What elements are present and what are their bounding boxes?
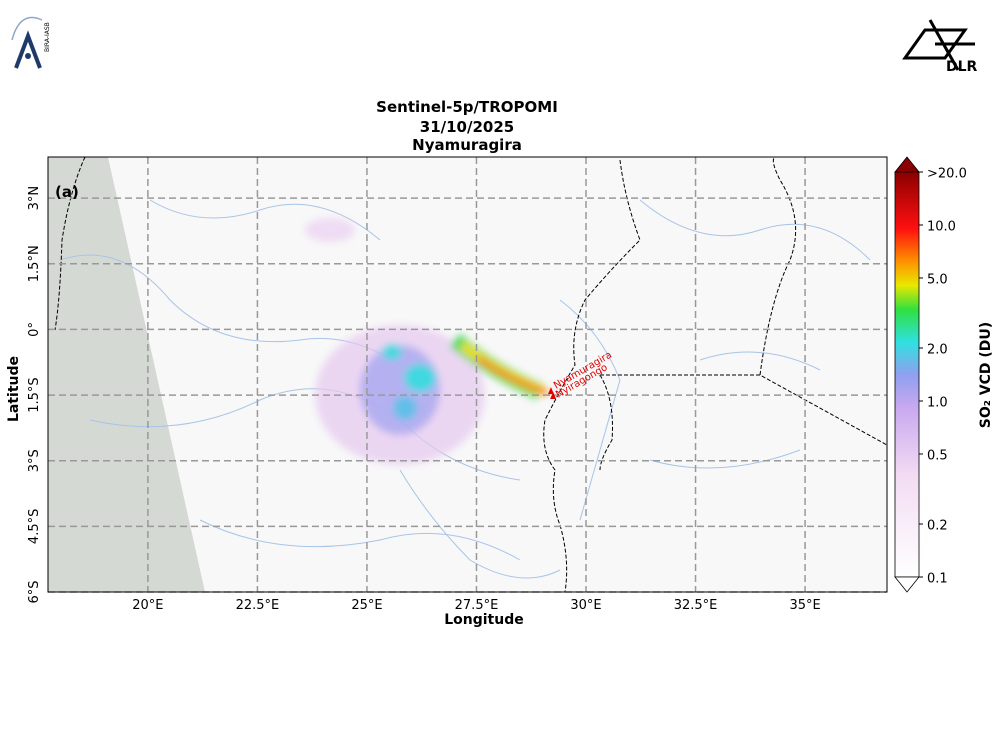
y-tick-label: 3°N [27, 186, 42, 211]
colorbar-tick-label: >20.0 [927, 167, 967, 182]
colorbar [894, 156, 920, 593]
x-axis-label: Longitude [444, 612, 524, 628]
y-tick-label: 1.5°S [27, 377, 42, 412]
logo-left: BIRA-IASB [11, 16, 51, 69]
map-area [48, 157, 887, 592]
panel-label: (a) [55, 183, 79, 201]
colorbar-tick-label: 0.5 [927, 448, 948, 463]
logo-text: BIRA-IASB [44, 22, 51, 52]
colorbar-tick-label: 5.0 [927, 272, 948, 287]
colorbar-tick-label: 1.0 [927, 395, 948, 410]
y-tick-label: 6°S [27, 580, 42, 603]
title: 31/10/2025 [420, 118, 514, 136]
logo-right: DLR [902, 19, 978, 75]
x-tick-label: 27.5°E [455, 598, 499, 613]
x-tick-label: 30°E [570, 598, 601, 613]
colorbar-tick-label: 0.1 [927, 572, 948, 587]
y-axis-label: Latitude [6, 356, 22, 422]
map-frame [47, 156, 888, 593]
x-tick-label: 25°E [351, 598, 382, 613]
x-tick-label: 32.5°E [674, 598, 718, 613]
title: Sentinel-5p/TROPOMI [376, 98, 558, 116]
x-tick-label: 22.5°E [236, 598, 280, 613]
title: Nyamuragira [412, 136, 522, 154]
colorbar-label: SO₂ VCD (DU) [978, 322, 994, 428]
logo-text: DLR [946, 59, 978, 75]
borders [54, 157, 887, 592]
y-tick-label: 4.5°S [27, 509, 42, 544]
y-tick-label: 1.5°N [27, 245, 42, 282]
y-tick-label: 0° [27, 322, 42, 337]
colorbar-tick-label: 0.2 [927, 519, 948, 534]
x-tick-label: 35°E [789, 598, 820, 613]
volcano-marker [547, 387, 554, 395]
colorbar-tick-label: 2.0 [927, 343, 948, 358]
volcano-marker [550, 391, 557, 399]
y-tick-label: 3°S [27, 449, 42, 472]
x-tick-label: 20°E [132, 598, 163, 613]
colorbar-tick-label: 10.0 [927, 219, 956, 234]
